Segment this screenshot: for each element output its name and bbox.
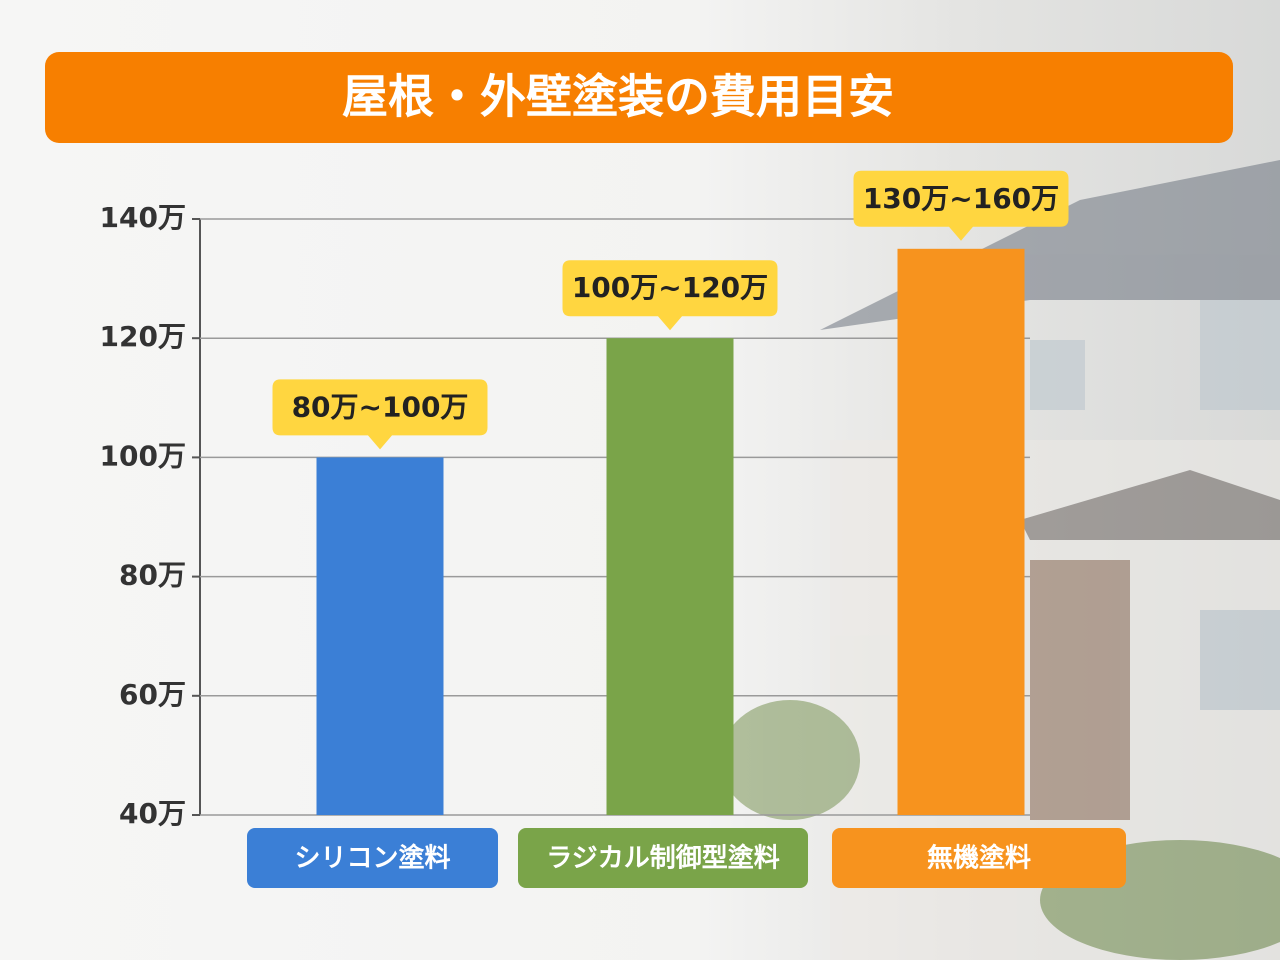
y-tick-label: 100万 (100, 439, 186, 472)
y-tick-label: 80万 (119, 559, 186, 592)
bar (897, 248, 1025, 816)
category-pill (832, 828, 1126, 888)
bar (316, 457, 444, 815)
category-pill (518, 828, 808, 888)
x-tick-label: シリコン塗料 (294, 843, 450, 874)
value-label: 130万~160万 (863, 182, 1059, 215)
y-tick-label: 120万 (100, 320, 186, 353)
value-label: 100万~120万 (572, 271, 768, 304)
value-callout (272, 379, 488, 450)
x-tick-label: ラジカル制御型塗料 (546, 843, 779, 874)
value-callout (562, 260, 778, 331)
title-banner (45, 52, 1233, 143)
bar (606, 338, 734, 815)
category-pill (247, 828, 498, 888)
value-callout (853, 170, 1069, 241)
value-label: 80万~100万 (292, 390, 469, 423)
y-tick-label: 140万 (100, 201, 186, 234)
chart-title: 屋根・外壁塗装の費用目安 (342, 70, 894, 124)
y-tick-label: 40万 (119, 797, 186, 830)
y-tick-label: 60万 (119, 678, 186, 711)
x-tick-label: 無機塗料 (927, 843, 1031, 874)
